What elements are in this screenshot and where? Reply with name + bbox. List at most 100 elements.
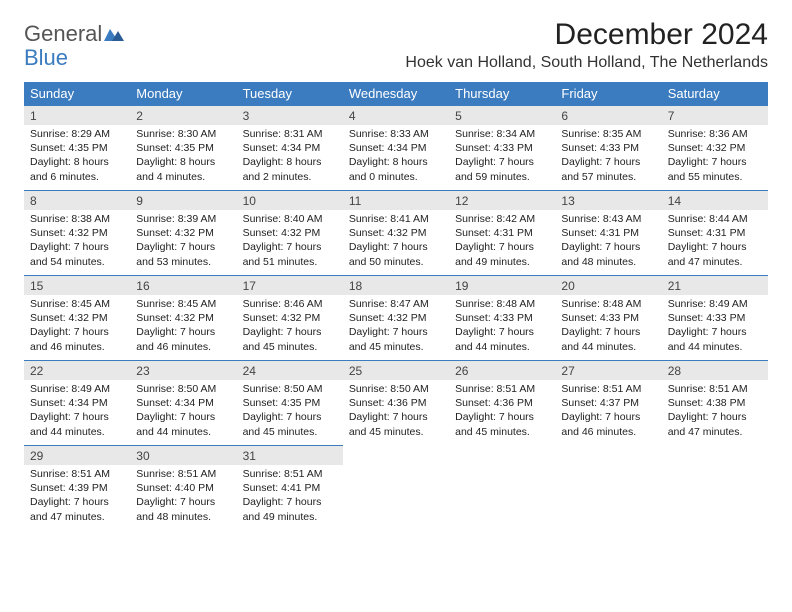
day-number: 31 <box>237 446 343 465</box>
day-day1: Daylight: 7 hours <box>30 326 109 338</box>
day-info: Sunrise: 8:51 AMSunset: 4:39 PMDaylight:… <box>24 465 130 528</box>
day-info: Sunrise: 8:46 AMSunset: 4:32 PMDaylight:… <box>237 295 343 358</box>
day-sunrise: Sunrise: 8:49 AM <box>668 298 748 310</box>
calendar-cell: 29Sunrise: 8:51 AMSunset: 4:39 PMDayligh… <box>24 446 130 531</box>
calendar-cell: 19Sunrise: 8:48 AMSunset: 4:33 PMDayligh… <box>449 276 555 361</box>
day-sunset: Sunset: 4:36 PM <box>455 397 533 409</box>
day-day2: and 48 minutes. <box>561 256 636 268</box>
logo-text: General Blue <box>24 22 124 70</box>
day-info: Sunrise: 8:45 AMSunset: 4:32 PMDaylight:… <box>24 295 130 358</box>
day-day1: Daylight: 7 hours <box>243 496 322 508</box>
calendar-cell: 10Sunrise: 8:40 AMSunset: 4:32 PMDayligh… <box>237 191 343 276</box>
day-info: Sunrise: 8:30 AMSunset: 4:35 PMDaylight:… <box>130 125 236 188</box>
calendar-cell <box>662 446 768 531</box>
day-number: 11 <box>343 191 449 210</box>
col-thursday: Thursday <box>449 82 555 106</box>
calendar-cell: 6Sunrise: 8:35 AMSunset: 4:33 PMDaylight… <box>555 106 661 191</box>
day-day1: Daylight: 7 hours <box>561 241 640 253</box>
day-number: 20 <box>555 276 661 295</box>
col-saturday: Saturday <box>662 82 768 106</box>
day-sunrise: Sunrise: 8:38 AM <box>30 213 110 225</box>
day-day2: and 51 minutes. <box>243 256 318 268</box>
day-info: Sunrise: 8:35 AMSunset: 4:33 PMDaylight:… <box>555 125 661 188</box>
day-day2: and 46 minutes. <box>30 341 105 353</box>
day-sunset: Sunset: 4:32 PM <box>349 227 427 239</box>
calendar-cell: 9Sunrise: 8:39 AMSunset: 4:32 PMDaylight… <box>130 191 236 276</box>
day-number: 9 <box>130 191 236 210</box>
calendar-cell: 15Sunrise: 8:45 AMSunset: 4:32 PMDayligh… <box>24 276 130 361</box>
day-day1: Daylight: 7 hours <box>668 241 747 253</box>
day-info: Sunrise: 8:34 AMSunset: 4:33 PMDaylight:… <box>449 125 555 188</box>
calendar-cell <box>555 446 661 531</box>
calendar-cell: 8Sunrise: 8:38 AMSunset: 4:32 PMDaylight… <box>24 191 130 276</box>
day-day1: Daylight: 7 hours <box>136 496 215 508</box>
calendar-cell: 17Sunrise: 8:46 AMSunset: 4:32 PMDayligh… <box>237 276 343 361</box>
day-sunrise: Sunrise: 8:46 AM <box>243 298 323 310</box>
day-sunrise: Sunrise: 8:34 AM <box>455 128 535 140</box>
day-sunrise: Sunrise: 8:40 AM <box>243 213 323 225</box>
day-day2: and 53 minutes. <box>136 256 211 268</box>
calendar-cell: 21Sunrise: 8:49 AMSunset: 4:33 PMDayligh… <box>662 276 768 361</box>
day-sunset: Sunset: 4:31 PM <box>455 227 533 239</box>
day-day2: and 44 minutes. <box>136 426 211 438</box>
day-info: Sunrise: 8:38 AMSunset: 4:32 PMDaylight:… <box>24 210 130 273</box>
day-sunset: Sunset: 4:32 PM <box>136 312 214 324</box>
day-sunset: Sunset: 4:35 PM <box>243 397 321 409</box>
day-number: 4 <box>343 106 449 125</box>
calendar-cell: 25Sunrise: 8:50 AMSunset: 4:36 PMDayligh… <box>343 361 449 446</box>
day-sunset: Sunset: 4:41 PM <box>243 482 321 494</box>
day-info: Sunrise: 8:50 AMSunset: 4:36 PMDaylight:… <box>343 380 449 443</box>
day-day2: and 4 minutes. <box>136 171 205 183</box>
day-info: Sunrise: 8:42 AMSunset: 4:31 PMDaylight:… <box>449 210 555 273</box>
day-info: Sunrise: 8:44 AMSunset: 4:31 PMDaylight:… <box>662 210 768 273</box>
calendar-row: 29Sunrise: 8:51 AMSunset: 4:39 PMDayligh… <box>24 446 768 531</box>
day-day1: Daylight: 7 hours <box>455 326 534 338</box>
day-info: Sunrise: 8:41 AMSunset: 4:32 PMDaylight:… <box>343 210 449 273</box>
calendar-cell: 18Sunrise: 8:47 AMSunset: 4:32 PMDayligh… <box>343 276 449 361</box>
day-sunrise: Sunrise: 8:33 AM <box>349 128 429 140</box>
day-day2: and 47 minutes. <box>30 511 105 523</box>
day-day1: Daylight: 7 hours <box>349 326 428 338</box>
day-sunset: Sunset: 4:40 PM <box>136 482 214 494</box>
day-info: Sunrise: 8:51 AMSunset: 4:41 PMDaylight:… <box>237 465 343 528</box>
calendar-cell: 28Sunrise: 8:51 AMSunset: 4:38 PMDayligh… <box>662 361 768 446</box>
day-number: 12 <box>449 191 555 210</box>
calendar-cell: 24Sunrise: 8:50 AMSunset: 4:35 PMDayligh… <box>237 361 343 446</box>
calendar-cell: 1Sunrise: 8:29 AMSunset: 4:35 PMDaylight… <box>24 106 130 191</box>
day-info: Sunrise: 8:51 AMSunset: 4:40 PMDaylight:… <box>130 465 236 528</box>
day-sunset: Sunset: 4:34 PM <box>30 397 108 409</box>
day-day1: Daylight: 7 hours <box>136 241 215 253</box>
day-info: Sunrise: 8:40 AMSunset: 4:32 PMDaylight:… <box>237 210 343 273</box>
day-info: Sunrise: 8:47 AMSunset: 4:32 PMDaylight:… <box>343 295 449 358</box>
day-sunrise: Sunrise: 8:41 AM <box>349 213 429 225</box>
header: General Blue December 2024 Hoek van Holl… <box>24 18 768 78</box>
day-sunset: Sunset: 4:31 PM <box>668 227 746 239</box>
day-sunrise: Sunrise: 8:48 AM <box>455 298 535 310</box>
day-day1: Daylight: 7 hours <box>136 326 215 338</box>
location-text: Hoek van Holland, South Holland, The Net… <box>405 54 768 72</box>
day-number: 14 <box>662 191 768 210</box>
day-day2: and 50 minutes. <box>349 256 424 268</box>
day-sunrise: Sunrise: 8:45 AM <box>136 298 216 310</box>
day-day2: and 47 minutes. <box>668 426 743 438</box>
day-day2: and 44 minutes. <box>561 341 636 353</box>
day-day1: Daylight: 7 hours <box>455 241 534 253</box>
day-day1: Daylight: 7 hours <box>455 156 534 168</box>
day-sunrise: Sunrise: 8:48 AM <box>561 298 641 310</box>
day-day1: Daylight: 7 hours <box>561 156 640 168</box>
day-day2: and 49 minutes. <box>243 511 318 523</box>
day-number: 13 <box>555 191 661 210</box>
page-title: December 2024 <box>405 18 768 52</box>
calendar-cell <box>449 446 555 531</box>
day-number: 10 <box>237 191 343 210</box>
day-day1: Daylight: 7 hours <box>243 326 322 338</box>
calendar-cell: 7Sunrise: 8:36 AMSunset: 4:32 PMDaylight… <box>662 106 768 191</box>
day-day2: and 57 minutes. <box>561 171 636 183</box>
day-info: Sunrise: 8:50 AMSunset: 4:34 PMDaylight:… <box>130 380 236 443</box>
day-day2: and 44 minutes. <box>455 341 530 353</box>
day-day2: and 45 minutes. <box>243 426 318 438</box>
day-sunset: Sunset: 4:35 PM <box>136 142 214 154</box>
day-sunset: Sunset: 4:32 PM <box>136 227 214 239</box>
day-number: 15 <box>24 276 130 295</box>
day-sunset: Sunset: 4:34 PM <box>243 142 321 154</box>
